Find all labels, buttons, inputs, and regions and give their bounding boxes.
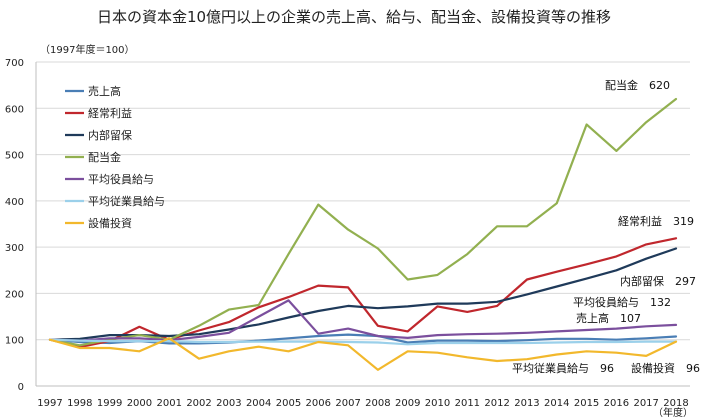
x-tick-label: 2016 — [604, 398, 629, 409]
legend-label: 内部留保 — [88, 128, 132, 142]
x-tick-label: 2010 — [425, 398, 450, 409]
x-tick-label: 2003 — [216, 398, 241, 409]
series-line-4 — [48, 299, 678, 342]
legend-label: 設備投資 — [88, 216, 132, 230]
end-value-label: 平均役員給与 132 — [573, 295, 671, 309]
y-tick-label: 500 — [5, 151, 24, 162]
x-axis-label: （年度） — [653, 406, 693, 418]
y-tick-label: 100 — [5, 336, 24, 347]
series-lines — [48, 97, 678, 371]
x-tick-label: 2002 — [186, 398, 211, 409]
legend-label: 平均従業員給与 — [88, 194, 165, 208]
end-labels: 配当金 620 経常利益 319 内部留保 297 平均役員給与 132 売上高 107… — [512, 78, 700, 375]
x-tick-label: 2014 — [544, 398, 569, 409]
y-axis-ticks: 0 100 200 300 400 500 600 700 — [5, 58, 24, 393]
series-line-3 — [48, 97, 678, 347]
y-tick-label: 600 — [5, 104, 24, 115]
y-tick-label: 300 — [5, 243, 24, 254]
x-tick-label: 1997 — [37, 398, 62, 409]
x-tick-label: 2012 — [484, 398, 509, 409]
end-value-label: 設備投資 96 — [631, 361, 700, 375]
end-value-label: 経常利益 319 — [618, 214, 694, 228]
end-value-label: 配当金 620 — [605, 78, 670, 92]
x-tick-label: 1999 — [97, 398, 122, 409]
x-tick-label: 2005 — [276, 398, 301, 409]
x-tick-label: 2000 — [127, 398, 152, 409]
x-tick-label: 2007 — [335, 398, 360, 409]
x-tick-label: 2015 — [574, 398, 599, 409]
legend-label: 配当金 — [88, 150, 121, 164]
end-value-label: 売上高 107 — [576, 311, 641, 325]
x-tick-label: 2009 — [395, 398, 420, 409]
x-tick-label: 2008 — [365, 398, 390, 409]
x-tick-label: 2018 — [663, 398, 688, 409]
series-line-5 — [48, 338, 678, 346]
legend-label: 経常利益 — [88, 106, 132, 120]
x-tick-label: 2017 — [633, 398, 658, 409]
y-tick-label: 700 — [5, 58, 24, 69]
x-tick-label: 2006 — [306, 398, 331, 409]
x-tick-label: 2011 — [455, 398, 480, 409]
x-tick-label: 2004 — [246, 398, 271, 409]
series-line-6 — [48, 337, 678, 371]
x-axis-ticks: 1997 1998 1999 2000 2001 2002 2003 2004 2005 2006… — [37, 398, 688, 409]
x-tick-label: 1998 — [67, 398, 92, 409]
y-tick-label: 0 — [18, 382, 24, 393]
legend-label: 平均役員給与 — [88, 172, 154, 186]
end-value-label: 平均従業員給与 96 — [512, 361, 614, 375]
series-line-2 — [48, 247, 678, 341]
x-tick-label: 2013 — [514, 398, 539, 409]
series-line-0 — [48, 333, 678, 345]
end-value-label: 内部留保 297 — [620, 274, 696, 288]
chart-title: 日本の資本金10億円以上の企業の売上高、給与、配当金、設備投資等の推移 — [97, 8, 611, 26]
x-tick-label: 2001 — [157, 398, 182, 409]
y-tick-label: 200 — [5, 289, 24, 300]
unit-note: （1997年度＝100） — [40, 43, 135, 56]
y-tick-label: 400 — [5, 197, 24, 208]
legend-label: 売上高 — [88, 84, 121, 98]
